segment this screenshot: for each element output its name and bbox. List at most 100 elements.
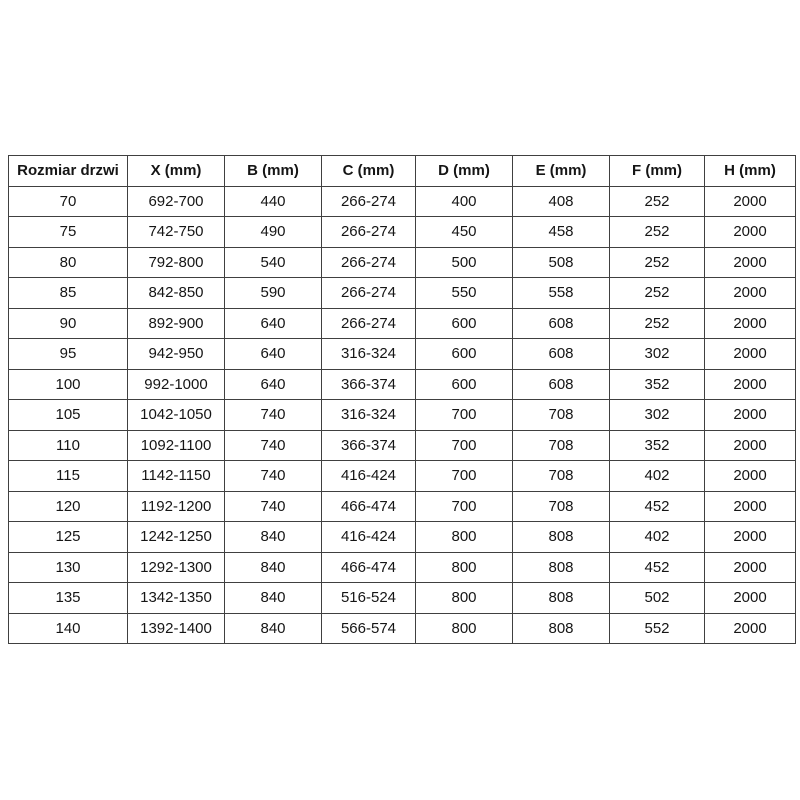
table-row: 120 1192-1200 740 466-474 700 708 452 2000 [8,490,796,522]
table-row: 90 892-900 640 266-274 600 608 252 2000 [8,307,796,339]
table-cell: 792-800 [127,246,225,278]
table-cell: 808 [512,551,610,583]
table-cell: 266-274 [321,185,416,217]
table-cell: 708 [512,399,610,431]
table-cell: 252 [609,277,705,309]
table-cell: 130 [8,551,128,583]
table-row: 140 1392-1400 840 566-574 800 808 552 2000 [8,612,796,644]
column-header-3: C (mm) [321,155,416,187]
table-cell: 2000 [704,460,796,492]
table-cell: 840 [224,612,322,644]
table-cell: 95 [8,338,128,370]
table-cell: 2000 [704,429,796,461]
table-cell: 440 [224,185,322,217]
table-cell: 466-474 [321,490,416,522]
table-cell: 2000 [704,338,796,370]
table-cell: 1392-1400 [127,612,225,644]
table-cell: 740 [224,460,322,492]
table-cell: 416-424 [321,460,416,492]
table-cell: 808 [512,582,610,614]
table-cell: 502 [609,582,705,614]
table-cell: 2000 [704,216,796,248]
table-cell: 2000 [704,399,796,431]
table-cell: 808 [512,612,610,644]
table-cell: 400 [415,185,513,217]
table-cell: 75 [8,216,128,248]
table-cell: 692-700 [127,185,225,217]
table-cell: 252 [609,185,705,217]
table-cell: 2000 [704,277,796,309]
table-row: 115 1142-1150 740 416-424 700 708 402 2000 [8,460,796,492]
table-cell: 992-1000 [127,368,225,400]
table-cell: 90 [8,307,128,339]
table-cell: 2000 [704,368,796,400]
table-cell: 800 [415,551,513,583]
table-body: 70 692-700 440 266-274 400 408 252 2000 75 742-75… [8,185,796,644]
table-cell: 110 [8,429,128,461]
table-cell: 740 [224,429,322,461]
column-header-2: B (mm) [224,155,322,187]
table-cell: 640 [224,307,322,339]
table-cell: 840 [224,582,322,614]
table-cell: 1292-1300 [127,551,225,583]
table-cell: 840 [224,551,322,583]
table-cell: 540 [224,246,322,278]
table-row: 80 792-800 540 266-274 500 508 252 2000 [8,246,796,278]
table-cell: 740 [224,490,322,522]
table-cell: 80 [8,246,128,278]
table-cell: 708 [512,460,610,492]
table-cell: 416-424 [321,521,416,553]
table-cell: 1192-1200 [127,490,225,522]
table-cell: 266-274 [321,307,416,339]
table-row: 110 1092-1100 740 366-374 700 708 352 2000 [8,429,796,461]
door-size-table: Rozmiar drzwi X (mm) B (mm) C (mm) D (mm) E (… [8,155,796,644]
table-header: Rozmiar drzwi X (mm) B (mm) C (mm) D (mm) E (… [8,155,796,187]
table-cell: 600 [415,368,513,400]
table-cell: 600 [415,307,513,339]
table-row: 135 1342-1350 840 516-524 800 808 502 2000 [8,582,796,614]
table-cell: 552 [609,612,705,644]
table-row: 70 692-700 440 266-274 400 408 252 2000 [8,185,796,217]
table-cell: 302 [609,399,705,431]
table-cell: 85 [8,277,128,309]
table-cell: 140 [8,612,128,644]
table-cell: 2000 [704,582,796,614]
table-cell: 558 [512,277,610,309]
column-header-4: D (mm) [415,155,513,187]
table-cell: 842-850 [127,277,225,309]
table-cell: 1092-1100 [127,429,225,461]
table-cell: 2000 [704,307,796,339]
table-cell: 700 [415,429,513,461]
table-cell: 600 [415,338,513,370]
table-cell: 608 [512,338,610,370]
table-cell: 466-474 [321,551,416,583]
table-cell: 2000 [704,521,796,553]
table-row: 130 1292-1300 840 466-474 800 808 452 2000 [8,551,796,583]
table-cell: 252 [609,216,705,248]
table-cell: 402 [609,460,705,492]
table-cell: 352 [609,429,705,461]
table-cell: 2000 [704,551,796,583]
table-cell: 590 [224,277,322,309]
table-cell: 402 [609,521,705,553]
table-cell: 70 [8,185,128,217]
table-cell: 708 [512,429,610,461]
table-row: 100 992-1000 640 366-374 600 608 352 2000 [8,368,796,400]
table-cell: 640 [224,338,322,370]
table-cell: 316-324 [321,338,416,370]
table-cell: 1142-1150 [127,460,225,492]
table-cell: 135 [8,582,128,614]
table-cell: 1342-1350 [127,582,225,614]
column-header-7: H (mm) [704,155,796,187]
table-cell: 458 [512,216,610,248]
table-cell: 2000 [704,246,796,278]
table-cell: 252 [609,246,705,278]
table-cell: 800 [415,521,513,553]
table-row: 105 1042-1050 740 316-324 700 708 302 2000 [8,399,796,431]
table-cell: 800 [415,582,513,614]
column-header-6: F (mm) [609,155,705,187]
table-cell: 1042-1050 [127,399,225,431]
table-cell: 840 [224,521,322,553]
column-header-5: E (mm) [512,155,610,187]
table-cell: 1242-1250 [127,521,225,553]
